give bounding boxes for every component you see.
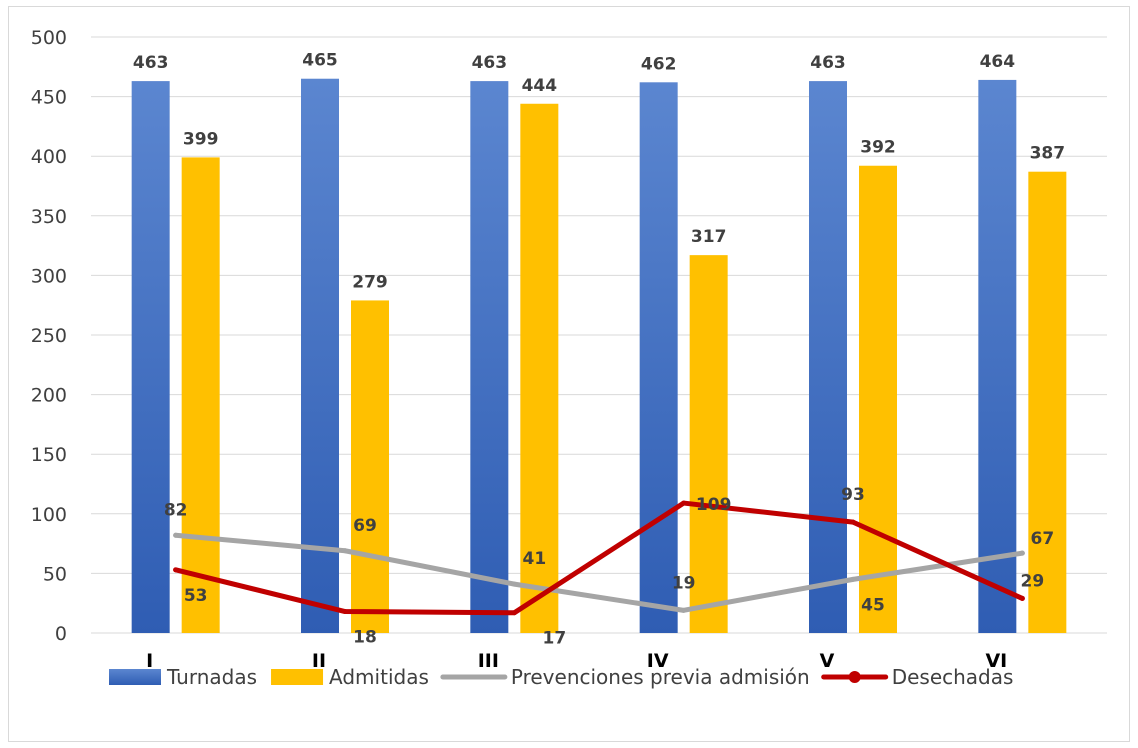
data-label-admitidas: 317 [691, 227, 727, 247]
data-label-turnadas: 463 [133, 53, 169, 73]
data-label-turnadas: 465 [302, 51, 338, 71]
data-label-turnadas: 463 [472, 53, 508, 73]
legend-label: Turnadas [166, 665, 257, 689]
bar-turnadas [470, 81, 509, 633]
legend-swatch [109, 669, 161, 685]
line-prevenciones [173, 532, 1025, 613]
legend-swatch [271, 669, 324, 685]
bar-admitidas [351, 300, 389, 633]
x-category-label: IV [647, 650, 669, 672]
data-label-desechadas: 29 [1020, 571, 1044, 591]
data-label-admitidas: 392 [860, 138, 896, 158]
data-label-desechadas: 109 [696, 495, 732, 515]
y-tick-label: 150 [31, 444, 67, 466]
data-label-desechadas: 17 [542, 629, 566, 649]
point-prevenciones [173, 532, 179, 538]
chart-svg: 0 50 100 150 200 250 300 350 400 450 500 463 399 465… [31, 27, 1107, 689]
legend-label: Admitidas [329, 665, 429, 689]
point-prevenciones [511, 581, 517, 587]
y-tick-label: 100 [31, 504, 67, 526]
x-category-label: I [146, 650, 153, 672]
chart-frame: 0 50 100 150 200 250 300 350 400 450 500 463 399 465… [8, 6, 1130, 742]
y-axis-tick-labels: 0 50 100 150 200 250 300 350 400 450 500 [31, 27, 67, 645]
data-label-admitidas: 387 [1030, 144, 1066, 164]
point-desechadas [342, 609, 348, 615]
point-prevenciones [1019, 550, 1025, 556]
y-tick-label: 350 [31, 206, 67, 228]
y-tick-label: 0 [55, 623, 67, 645]
point-desechadas [850, 519, 856, 525]
data-labels: 463 399 465 279 463 444 462 317 463 392 464 387 82 69… [133, 51, 1065, 649]
bar-turnadas [301, 78, 339, 634]
x-axis-category-labels: I II III IV V VI [146, 650, 1007, 672]
y-tick-label: 450 [31, 87, 67, 109]
gridlines [91, 36, 1107, 634]
y-tick-label: 250 [31, 325, 67, 347]
bar-admitidas [689, 255, 728, 634]
x-category-label: III [478, 650, 499, 672]
point-desechadas [173, 567, 179, 573]
y-tick-label: 300 [31, 265, 67, 287]
legend: Turnadas Admitidas Prevenciones previa adm… [109, 665, 1013, 689]
point-desechadas [681, 500, 687, 506]
data-label-prevenciones: 45 [861, 595, 885, 615]
y-tick-label: 500 [31, 27, 67, 49]
y-tick-label: 400 [31, 146, 67, 168]
data-label-desechadas: 18 [353, 628, 377, 648]
point-prevenciones [850, 576, 856, 582]
x-category-label: II [312, 650, 326, 672]
point-prevenciones [342, 548, 348, 554]
x-category-label: V [820, 650, 835, 672]
data-label-prevenciones: 41 [522, 549, 546, 569]
bar-admitidas [859, 165, 897, 633]
bar-turnadas [978, 79, 1017, 634]
legend-marker-desechadas [848, 671, 861, 683]
bar-turnadas [131, 81, 170, 633]
bar-turnadas [809, 81, 847, 633]
data-label-prevenciones: 67 [1030, 529, 1054, 549]
line-desechadas [173, 500, 1025, 616]
bar-admitidas [520, 103, 559, 633]
legend-label: Prevenciones previa admisión [511, 665, 810, 689]
data-label-prevenciones: 69 [353, 516, 377, 536]
data-label-prevenciones: 19 [672, 573, 696, 593]
point-prevenciones [681, 607, 687, 613]
data-label-turnadas: 462 [641, 54, 677, 74]
data-label-turnadas: 464 [980, 52, 1016, 72]
bar-turnadas [639, 82, 678, 633]
data-label-desechadas: 53 [184, 586, 208, 606]
y-tick-label: 200 [31, 385, 67, 407]
data-label-desechadas: 93 [841, 485, 865, 505]
data-label-turnadas: 463 [810, 53, 846, 73]
data-label-prevenciones: 82 [164, 500, 188, 520]
point-desechadas [1019, 595, 1025, 601]
lines [173, 500, 1025, 616]
data-label-admitidas: 399 [183, 129, 219, 149]
data-label-admitidas: 279 [352, 272, 388, 292]
x-category-label: VI [985, 650, 1007, 672]
bar-admitidas [181, 157, 220, 633]
point-desechadas [511, 610, 517, 616]
bars [131, 78, 1067, 634]
bar-admitidas [1028, 171, 1067, 634]
y-tick-label: 50 [43, 563, 67, 585]
data-label-admitidas: 444 [522, 76, 558, 96]
legend-label: Desechadas [892, 665, 1014, 689]
